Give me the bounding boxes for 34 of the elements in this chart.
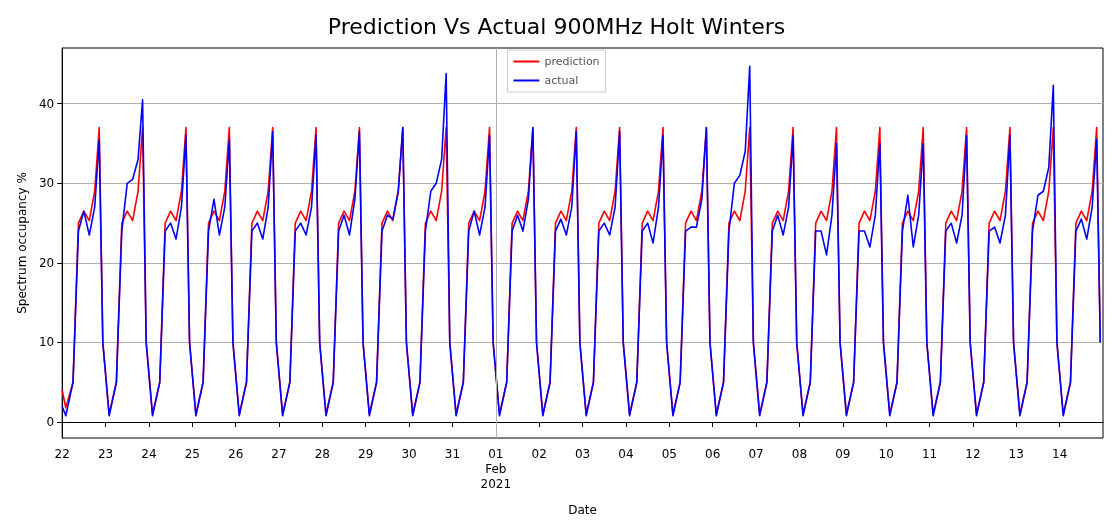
x-tick-label: 03	[574, 446, 591, 461]
legend-label: prediction	[544, 55, 600, 68]
x-tick-label: 23	[97, 446, 114, 461]
x-tick-label: 04	[618, 446, 634, 461]
x-tick-label: 10	[878, 446, 894, 461]
x-tick-label: 01 Feb 2021	[480, 446, 512, 491]
x-tick-label: 09	[835, 446, 851, 461]
x-tick-label: 27	[271, 446, 287, 461]
x-tick-label: 12	[965, 446, 981, 461]
legend-label: actual	[544, 74, 579, 87]
y-tick-label: 10	[38, 335, 55, 350]
x-axis-title: Date	[568, 503, 597, 517]
y-tick-label: 0	[46, 415, 55, 430]
x-tick-label: 22	[54, 446, 70, 461]
x-tick-label: 30	[401, 446, 417, 461]
x-tick-label: 11	[921, 446, 938, 461]
y-axis-title: Spectrum occupancy %	[15, 172, 29, 314]
x-tick-label: 08	[791, 446, 808, 461]
x-tick-label: 26	[228, 446, 244, 461]
x-tick-label: 02	[531, 446, 547, 461]
x-tick-label: 28	[314, 446, 331, 461]
x-tick-label: 29	[358, 446, 374, 461]
x-tick-label: 14	[1051, 446, 1068, 461]
x-tick-label: 06	[705, 446, 721, 461]
y-tick-label: 40	[38, 96, 55, 111]
y-tick-label: 20	[38, 255, 55, 270]
chart-title: Prediction Vs Actual 900MHz Holt Winters	[327, 13, 786, 39]
x-tick-label: 07	[748, 446, 764, 461]
y-tick-label: 30	[38, 176, 55, 191]
x-tick-label: 05	[661, 446, 677, 461]
x-tick-label: 24	[141, 446, 157, 461]
x-tick-label: 25	[184, 446, 200, 461]
x-tick-label: 31	[444, 446, 461, 461]
x-tick-label: 13	[1008, 446, 1024, 461]
